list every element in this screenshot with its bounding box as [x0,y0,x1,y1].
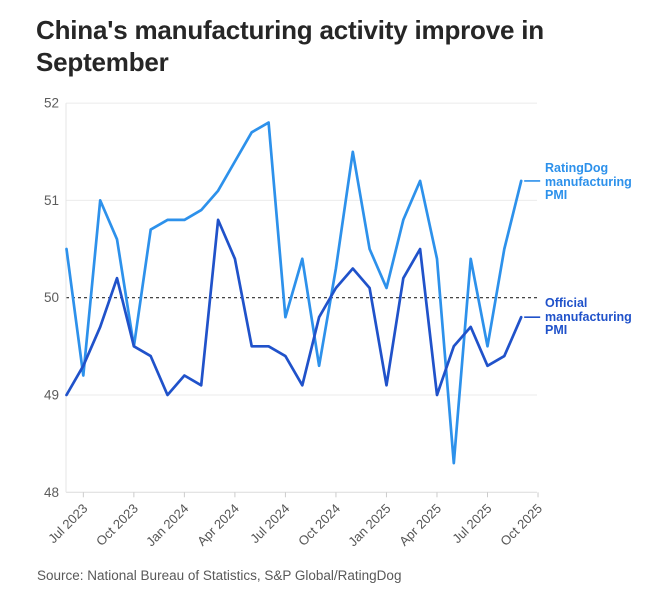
x-tick-label-apr-2025: Apr 2025 [396,501,444,549]
x-tick-label-oct-2024: Oct 2024 [295,501,343,549]
x-tick-label-apr-2024: Apr 2024 [194,501,242,549]
ratingdog-series-label: RatingDog manufacturing PMI [545,161,632,202]
y-tick-label-51: 51 [44,193,59,208]
chart-title-line1: China's manufacturing activity improve i… [36,15,544,45]
x-tick-label-jan-2025: Jan 2025 [345,501,393,549]
chart-title-line2: September [36,47,169,77]
x-tick-label-jul-2025: Jul 2025 [449,501,494,546]
x-tick-label-jul-2023: Jul 2023 [45,501,90,546]
chart-title: China's manufacturing activity improve i… [36,14,636,78]
y-tick-label-50: 50 [44,290,59,305]
official-series-label: Official manufacturing PMI [545,296,632,337]
source-attribution: Source: National Bureau of Statistics, S… [37,568,402,583]
y-tick-label-49: 49 [44,388,59,403]
ratingdog-series-line [65,121,523,465]
x-tick-label-oct-2023: Oct 2023 [93,501,141,549]
x-tick-label-jan-2024: Jan 2024 [143,501,191,549]
y-tick-label-52: 52 [44,96,59,111]
x-tick-label-jul-2024: Jul 2024 [247,501,292,546]
y-tick-label-48: 48 [44,485,59,500]
x-tick-label-oct-2025: Oct 2025 [497,501,545,549]
official-series-line [65,218,523,397]
